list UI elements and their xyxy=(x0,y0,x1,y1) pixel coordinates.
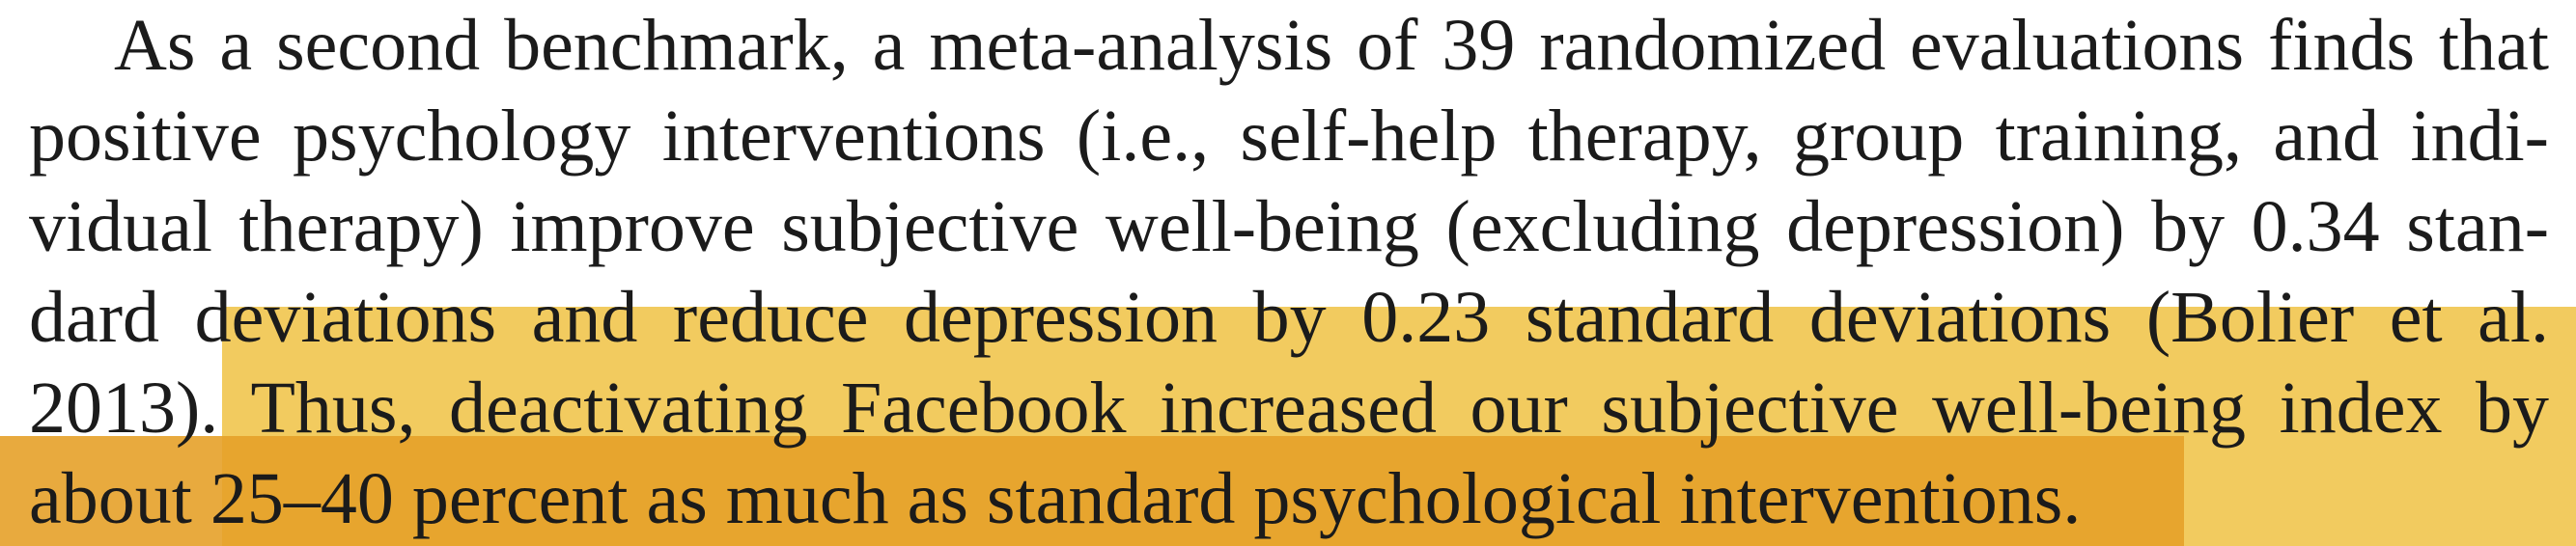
paragraph-line-6: about 25–40 percent as much as standard … xyxy=(29,458,2082,539)
paragraph-line-1: As a second benchmark, a meta-analysis o… xyxy=(114,5,2549,86)
highlight-region-1 xyxy=(222,307,2576,397)
highlight-region-overlap xyxy=(0,436,2184,546)
paragraph-line-4: dard deviations and reduce depression by… xyxy=(29,277,2549,358)
paragraph-line-5: 2013). Thus, deactivating Facebook incre… xyxy=(29,368,2549,449)
paragraph-line-2: positive psychology interventions (i.e.,… xyxy=(29,96,2549,177)
paragraph-line-3: vidual therapy) improve subjective well-… xyxy=(29,186,2549,267)
